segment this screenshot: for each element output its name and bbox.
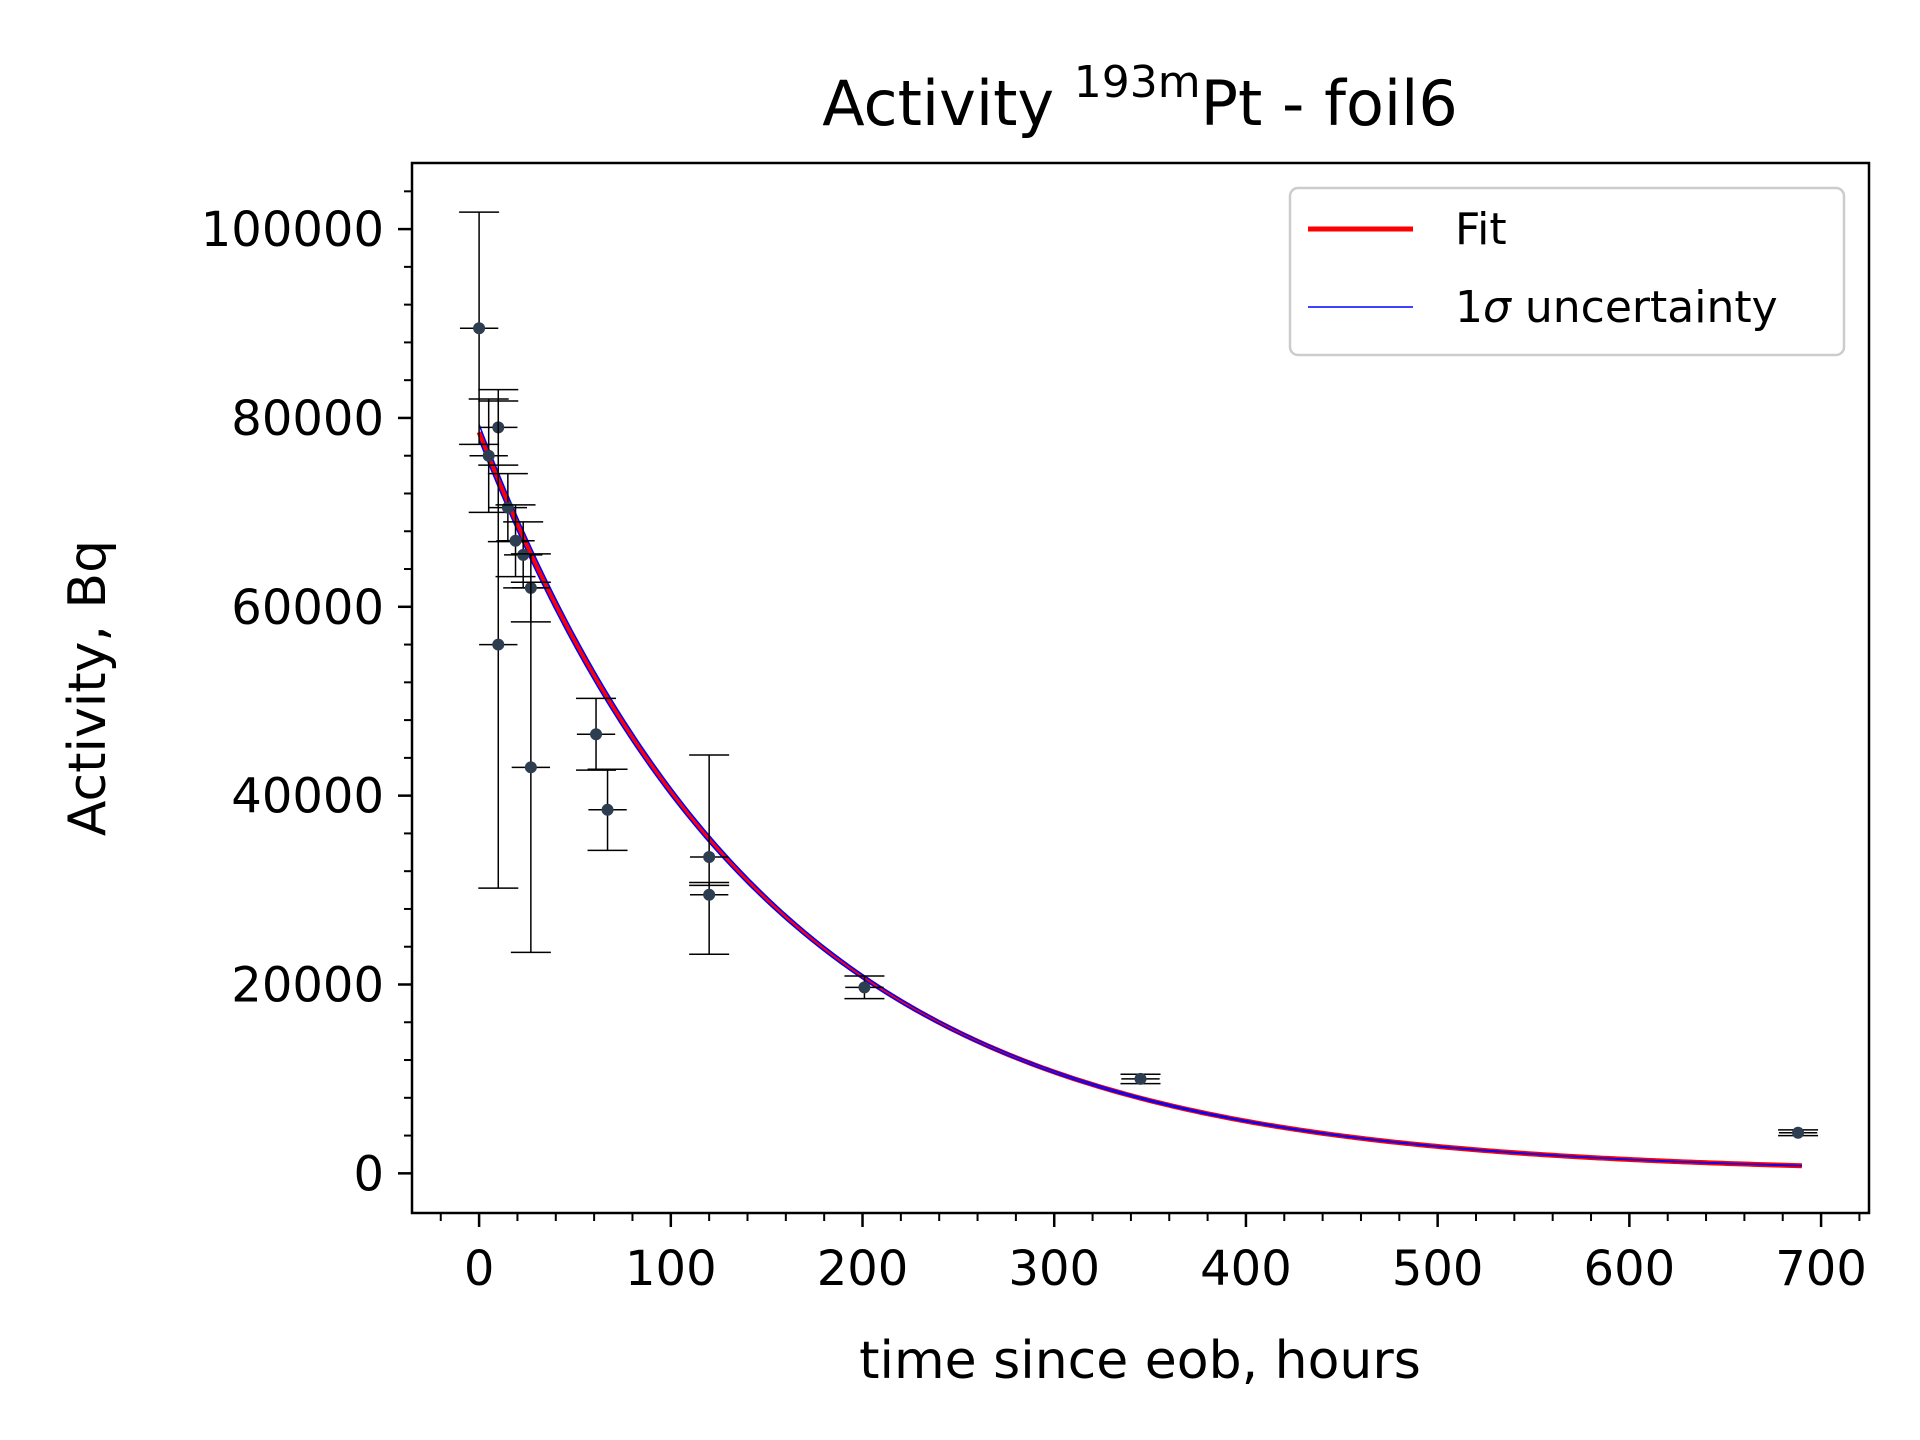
x-tick-label: 200 xyxy=(817,1241,909,1297)
legend-box xyxy=(1288,186,1846,357)
data-marker xyxy=(590,728,603,741)
legend-uncertainty-suffix: uncertainty xyxy=(1511,282,1778,333)
data-marker xyxy=(858,981,871,994)
data-marker xyxy=(482,449,495,462)
x-tick-label: 700 xyxy=(1775,1241,1867,1297)
y-tick-label: 40000 xyxy=(231,769,384,825)
chart-title-suffix: Pt - foil6 xyxy=(1201,67,1458,140)
x-tick-label: 500 xyxy=(1392,1241,1484,1297)
data-marker xyxy=(1134,1072,1147,1085)
y-axis: 0 20000 40000 60000 80000 100000 xyxy=(201,190,412,1202)
data-point xyxy=(1120,1072,1161,1085)
x-tick-label: 600 xyxy=(1584,1241,1676,1297)
legend-uncertainty-symbol: σ xyxy=(1483,282,1512,333)
plot-frame xyxy=(410,161,1871,1215)
y-tick-label: 60000 xyxy=(231,580,384,636)
data-marker xyxy=(492,638,505,651)
data-marker xyxy=(517,548,530,561)
data-marker xyxy=(703,851,716,864)
data-point xyxy=(576,697,617,771)
data-point xyxy=(510,581,551,954)
legend-uncertainty-prefix: 1 xyxy=(1455,282,1483,333)
x-tick-label: 300 xyxy=(1008,1241,1100,1297)
data-marker xyxy=(1792,1126,1805,1139)
uncertainty-lower-curve xyxy=(478,439,1802,1167)
chart-title-prefix: Activity xyxy=(822,67,1074,140)
legend-fit-label: Fit xyxy=(1455,204,1507,255)
legend-uncertainty-label: 1σ uncertainty xyxy=(1455,282,1778,333)
x-tick-label: 100 xyxy=(625,1241,717,1297)
legend: Fit 1σ uncertainty xyxy=(1288,186,1846,357)
x-tick-label: 0 xyxy=(464,1241,495,1297)
y-axis-title: Activity, Bq xyxy=(58,540,118,836)
data-point xyxy=(1778,1126,1819,1139)
data-layer xyxy=(459,211,1819,1169)
x-tick-label: 400 xyxy=(1200,1241,1292,1297)
data-point xyxy=(844,975,885,1000)
data-marker xyxy=(601,803,614,816)
x-axis-title: time since eob, hours xyxy=(859,1331,1421,1391)
data-point xyxy=(459,211,500,446)
y-tick-label: 20000 xyxy=(231,957,384,1013)
data-point xyxy=(587,768,628,852)
chart-title-superscript: 193m xyxy=(1074,57,1201,108)
data-point xyxy=(689,754,730,887)
data-marker xyxy=(524,761,537,774)
data-marker xyxy=(473,322,486,335)
data-marker xyxy=(509,534,522,547)
data-marker xyxy=(501,501,514,514)
x-axis: 0 100 200 300 400 500 600 700 xyxy=(439,1213,1867,1297)
data-point xyxy=(689,881,730,956)
y-tick-label: 80000 xyxy=(231,391,384,447)
data-point xyxy=(478,400,519,889)
data-point xyxy=(468,398,509,514)
y-tick-label: 100000 xyxy=(201,202,384,258)
y-tick-label: 0 xyxy=(353,1146,384,1202)
data-marker xyxy=(703,888,716,901)
data-point xyxy=(495,504,536,578)
chart-title: Activity 193mPt - foil6 xyxy=(822,57,1458,140)
